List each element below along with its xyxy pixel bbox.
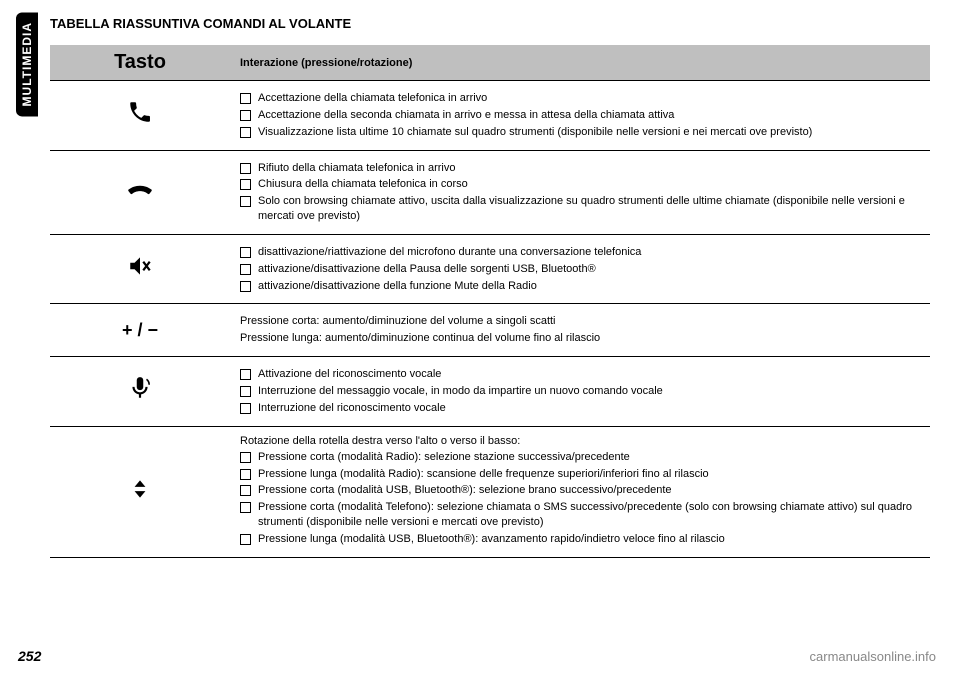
table-row: + / − Pressione corta: aumento/diminuzion… (50, 304, 930, 357)
mute-icon (50, 234, 230, 304)
page-content: TABELLA RIASSUNTIVA COMANDI AL VOLANTE T… (50, 16, 930, 558)
interaction-bullet: Chiusura della chiamata telefonica in co… (240, 177, 920, 192)
footer-url: carmanualsonline.info (810, 649, 936, 664)
volume-icon: + / − (50, 304, 230, 357)
voice-icon (50, 357, 230, 427)
interaction-bullet: attivazione/disattivazione della Pausa d… (240, 262, 920, 277)
table-row: Rifiuto della chiamata telefonica in arr… (50, 150, 930, 234)
th-interaction: Interazione (pressione/rotazione) (230, 45, 930, 81)
hangup-icon (50, 150, 230, 234)
phone-icon (50, 81, 230, 151)
interaction-cell: disattivazione/riattivazione del microfo… (230, 234, 930, 304)
interaction-bullet: Rifiuto della chiamata telefonica in arr… (240, 161, 920, 176)
interaction-cell: Rifiuto della chiamata telefonica in arr… (230, 150, 930, 234)
interaction-bullet: Pressione corta (modalità USB, Bluetooth… (240, 483, 920, 498)
interaction-bullet: Accettazione della seconda chiamata in a… (240, 108, 920, 123)
page-heading: TABELLA RIASSUNTIVA COMANDI AL VOLANTE (50, 16, 930, 31)
side-tab: MULTIMEDIA (16, 12, 38, 116)
interaction-line: Pressione corta: aumento/diminuzione del… (240, 314, 920, 329)
updown-icon (50, 426, 230, 557)
interaction-cell: Attivazione del riconoscimento vocale Int… (230, 357, 930, 427)
interaction-bullet: Pressione lunga (modalità Radio): scansi… (240, 467, 920, 482)
th-button: Tasto (50, 45, 230, 81)
interaction-bullet: Pressione corta (modalità Telefono): sel… (240, 500, 920, 530)
interaction-bullet: Pressione lunga (modalità USB, Bluetooth… (240, 532, 920, 547)
interaction-bullet: Interruzione del riconoscimento vocale (240, 401, 920, 416)
table-row: Attivazione del riconoscimento vocale Int… (50, 357, 930, 427)
interaction-bullet: Interruzione del messaggio vocale, in mo… (240, 384, 920, 399)
table-row: Rotazione della rotella destra verso l'a… (50, 426, 930, 557)
interaction-bullet: Solo con browsing chiamate attivo, uscit… (240, 194, 920, 224)
interaction-lead: Rotazione della rotella destra verso l'a… (240, 435, 920, 447)
interaction-bullet: attivazione/disattivazione della funzion… (240, 279, 920, 294)
controls-table: Tasto Interazione (pressione/rotazione) … (50, 45, 930, 558)
table-row: Accettazione della chiamata telefonica i… (50, 81, 930, 151)
interaction-bullet: Pressione corta (modalità Radio): selezi… (240, 450, 920, 465)
interaction-cell: Rotazione della rotella destra verso l'a… (230, 426, 930, 557)
interaction-cell: Pressione corta: aumento/diminuzione del… (230, 304, 930, 357)
interaction-line: Pressione lunga: aumento/diminuzione con… (240, 331, 920, 346)
table-row: disattivazione/riattivazione del microfo… (50, 234, 930, 304)
interaction-cell: Accettazione della chiamata telefonica i… (230, 81, 930, 151)
interaction-bullet: Attivazione del riconoscimento vocale (240, 367, 920, 382)
interaction-bullet: Accettazione della chiamata telefonica i… (240, 91, 920, 106)
page-number: 252 (18, 648, 41, 664)
interaction-bullet: disattivazione/riattivazione del microfo… (240, 245, 920, 260)
interaction-bullet: Visualizzazione lista ultime 10 chiamate… (240, 125, 920, 140)
